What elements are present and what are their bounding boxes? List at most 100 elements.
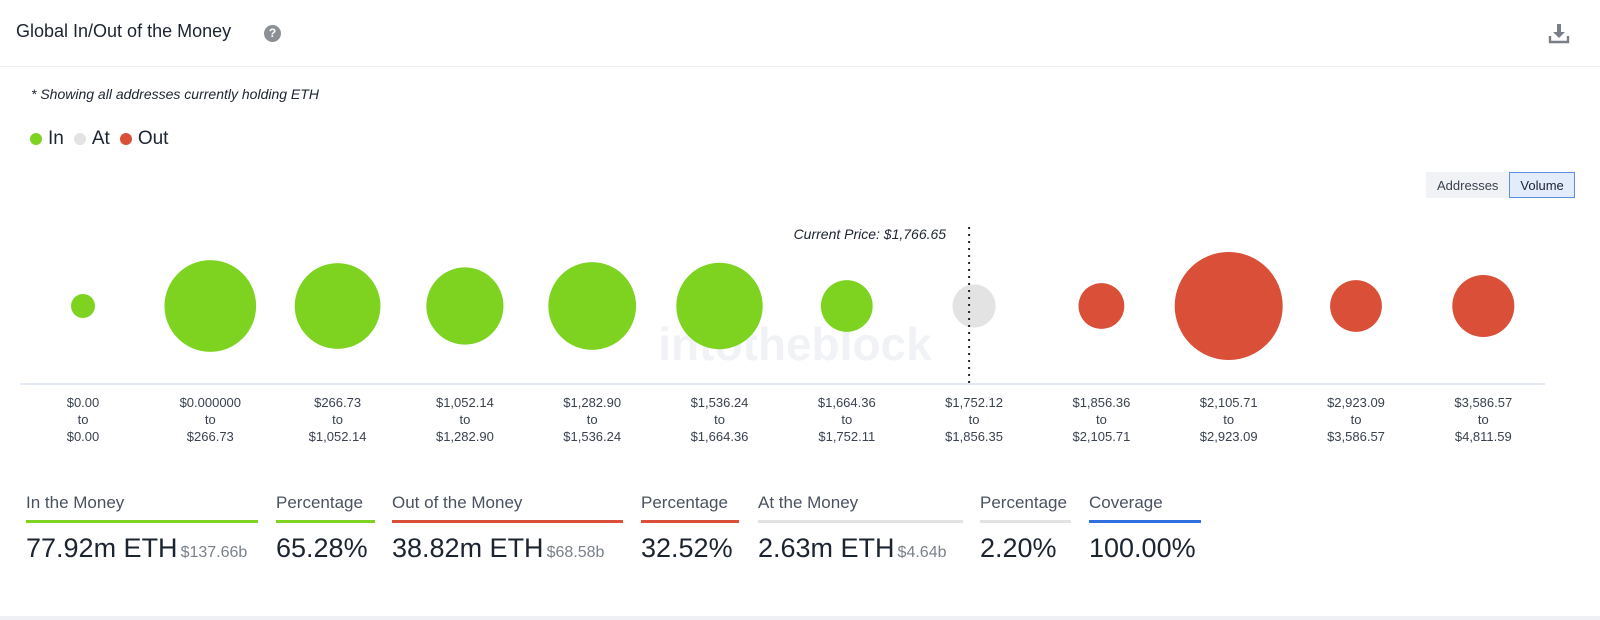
tick-label-to: $2,923.09: [1200, 429, 1258, 444]
chart-legend: In At Out: [30, 128, 178, 150]
tick-label-to-word: to: [1223, 412, 1234, 427]
tick-label-to-word: to: [459, 412, 470, 427]
tick-label-to: $1,052.14: [309, 429, 367, 444]
stat-main-value: 2.20%: [980, 533, 1057, 563]
addresses-toggle-button[interactable]: Addresses: [1426, 172, 1510, 198]
stat-main-value: 65.28%: [276, 533, 368, 563]
bubble-at: [952, 284, 996, 328]
stat-in-percentage: Percentage 65.28%: [276, 494, 375, 564]
stat-value: 77.92m ETH $137.66b: [26, 533, 258, 564]
bubble-in: [676, 262, 763, 350]
stat-main-value: 2.63m ETH: [758, 533, 895, 563]
stat-usd-value: $137.66b: [180, 544, 248, 561]
bubble-in: [548, 262, 637, 350]
legend-item-in[interactable]: In: [30, 128, 64, 150]
legend-dot-out: [119, 133, 132, 145]
tick-label-to-word: to: [714, 412, 725, 427]
tick-label-from: $1,282.90: [563, 395, 621, 410]
stat-in-the-money: In the Money 77.92m ETH $137.66b: [26, 494, 258, 564]
tick-label-to: $2,105.71: [1072, 429, 1130, 444]
stat-bar-at: [758, 520, 963, 523]
bubble-out: [1452, 274, 1515, 338]
bubble-in: [820, 280, 873, 332]
stat-value: 38.82m ETH $68.58b: [392, 533, 623, 564]
current-price-label: Current Price: $1,766.65: [794, 226, 947, 242]
stat-label: Out of the Money: [392, 493, 523, 512]
card-header: Global In/Out of the Money ?: [0, 0, 1600, 67]
stat-usd-value: $68.58b: [546, 544, 605, 561]
stat-bar-at-pct: [980, 520, 1071, 523]
tick-label-to: $266.73: [187, 429, 234, 444]
bubble-out: [1078, 283, 1125, 329]
legend-item-at[interactable]: At: [73, 128, 110, 150]
bubble-out: [1174, 252, 1283, 360]
legend-label-at: At: [91, 128, 110, 149]
stat-label: Percentage: [276, 493, 363, 512]
stat-label: At the Money: [758, 493, 859, 512]
stat-label: Percentage: [980, 493, 1067, 512]
metric-toggle: Addresses Volume: [1426, 172, 1575, 198]
tick-label-from: $1,664.36: [818, 395, 876, 410]
bubble-out: [1330, 280, 1382, 332]
tick-label-to-word: to: [205, 412, 216, 427]
stat-bar-out: [392, 520, 623, 523]
tick-label-from: $1,052.14: [436, 395, 494, 410]
tick-label-to-word: to: [1351, 412, 1362, 427]
bubble-in: [164, 260, 257, 352]
bottom-strip: [0, 616, 1600, 620]
stat-main-value: 32.52%: [641, 533, 733, 563]
stat-main-value: 38.82m ETH: [392, 533, 544, 563]
tick-label-to-word: to: [1096, 412, 1107, 427]
tick-label-to: $1,282.90: [436, 429, 494, 444]
tick-label-from: $1,752.12: [945, 395, 1003, 410]
bubble-in: [294, 263, 381, 349]
legend-dot-in: [30, 133, 42, 145]
question-circle-icon[interactable]: ?: [264, 25, 281, 42]
tick-label-from: $1,856.36: [1072, 395, 1130, 410]
stat-bar-out-pct: [641, 520, 739, 523]
tick-label-to: $1,856.35: [945, 429, 1003, 444]
tick-label-to: $3,586.57: [1327, 429, 1385, 444]
tick-label-to: $4,811.59: [1455, 429, 1512, 444]
bubble-chart: intotheblock$0.00to$0.00$0.000000to$266.…: [20, 226, 1545, 444]
tick-label-from: $0.00: [67, 395, 100, 410]
stat-coverage: Coverage 100.00%: [1089, 494, 1201, 564]
stat-main-value: 100.00%: [1089, 533, 1196, 563]
tick-label-to-word: to: [332, 412, 343, 427]
stat-usd-value: $4.64b: [897, 544, 947, 561]
stat-label: Coverage: [1089, 493, 1163, 512]
tick-label-to-word: to: [78, 412, 89, 427]
tick-label-from: $3,586.57: [1454, 395, 1512, 410]
tick-label-to: $0.00: [67, 429, 100, 444]
legend-label-out: Out: [137, 128, 169, 149]
tick-label-to-word: to: [969, 412, 980, 427]
download-icon[interactable]: [1548, 22, 1570, 44]
tick-label-from: $1,536.24: [691, 395, 749, 410]
tick-label-from: $2,923.09: [1327, 395, 1385, 410]
tick-label-to-word: to: [1478, 412, 1489, 427]
tick-label-to: $1,536.24: [563, 429, 621, 444]
tick-label-from: $266.73: [314, 395, 361, 410]
stat-bar-in: [26, 520, 258, 523]
tick-label-to-word: to: [587, 412, 598, 427]
stat-out-percentage: Percentage 32.52%: [641, 494, 739, 564]
stat-bar-coverage: [1089, 520, 1201, 523]
tick-label-from: $0.000000: [180, 395, 241, 410]
card-title: Global In/Out of the Money: [16, 21, 232, 41]
stat-out-of-the-money: Out of the Money 38.82m ETH $68.58b: [392, 494, 623, 564]
stat-at-the-money: At the Money 2.63m ETH $4.64b: [758, 494, 963, 564]
tick-label-from: $2,105.71: [1200, 395, 1258, 410]
volume-toggle-button[interactable]: Volume: [1509, 172, 1575, 198]
stat-value: 2.63m ETH $4.64b: [758, 533, 963, 564]
bubble-in: [426, 267, 504, 345]
legend-item-out[interactable]: Out: [119, 128, 169, 150]
tick-label-to: $1,752.11: [818, 429, 875, 444]
stat-at-percentage: Percentage 2.20%: [980, 494, 1071, 564]
tick-label-to: $1,664.36: [691, 429, 749, 444]
legend-label-in: In: [48, 128, 64, 149]
stat-label: In the Money: [26, 493, 125, 512]
legend-dot-at: [73, 133, 86, 145]
stat-label: Percentage: [641, 493, 728, 512]
stat-bar-in-pct: [276, 520, 375, 523]
